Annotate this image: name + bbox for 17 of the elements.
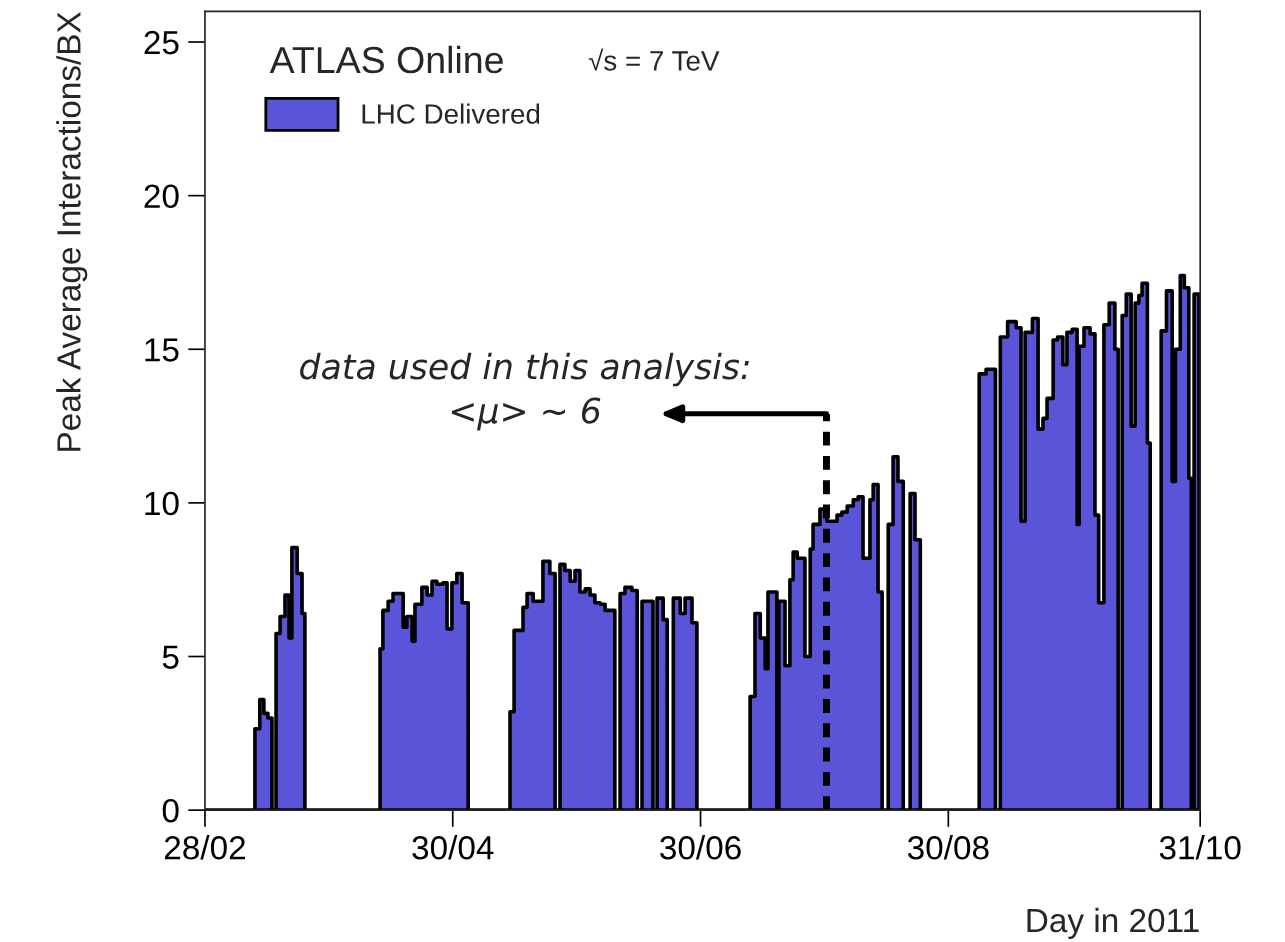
legend-label: LHC Delivered [362, 103, 540, 124]
x-tick-label: 30/08 [907, 835, 989, 860]
x-axis-title: Day in 2011 [1027, 907, 1199, 939]
x-tick-label: 31/10 [1159, 835, 1241, 860]
annotation: data used in this analysis: <μ> ~ 6 [300, 352, 749, 431]
text: ATLAS Online [269, 45, 503, 74]
x-tick-label: 30/04 [412, 835, 494, 860]
y-tick-label: 5 [162, 645, 179, 669]
y-tick-label: 20 [144, 184, 179, 209]
x-tick-label: 30/06 [660, 835, 741, 860]
text: √s = 7 TeV [588, 48, 720, 71]
x-tick-label: 28/02 [164, 835, 245, 860]
y-tick-label: 25 [144, 30, 179, 55]
y-tick-label: 15 [145, 338, 179, 362]
y-tick-label: 0 [162, 798, 179, 823]
y-tick-label: 10 [145, 491, 179, 516]
y-axis-title: Peak Average Interactions/BX [56, 11, 88, 451]
